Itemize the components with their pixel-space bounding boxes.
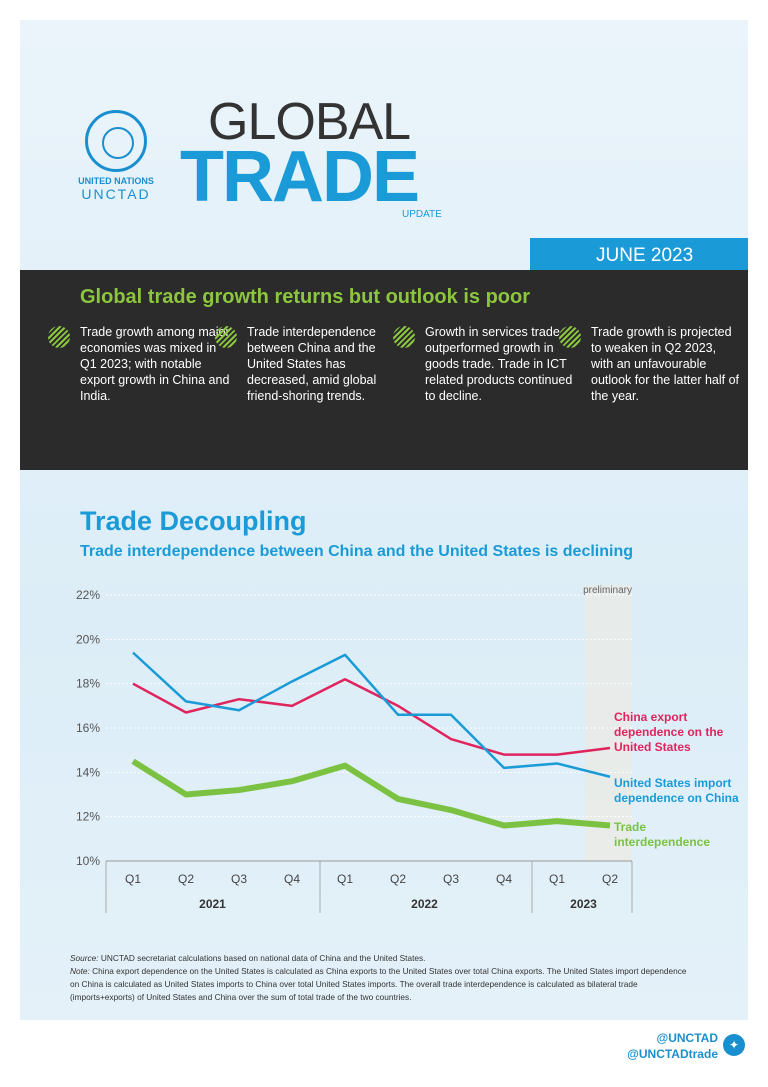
globe-bullet-icon — [393, 326, 415, 348]
x-tick-label: Q4 — [496, 872, 512, 886]
preliminary-shade — [585, 585, 632, 861]
title-update: UPDATE — [402, 209, 442, 220]
highlight-item: Trade interdependence between China and … — [215, 324, 397, 404]
x-tick-label: Q3 — [231, 872, 247, 886]
x-tick-label: Q2 — [602, 872, 618, 886]
social-handles: @UNCTAD @UNCTADtrade — [627, 1030, 718, 1062]
series-line — [132, 651, 611, 778]
series-label: Trade interdependence — [614, 820, 710, 849]
org-acronym: UNCTAD — [81, 186, 151, 202]
globe-bullet-icon — [559, 326, 581, 348]
year-label: 2022 — [411, 897, 438, 911]
twitter-handle[interactable]: @UNCTAD — [656, 1031, 718, 1045]
highlight-item: Trade growth is projected to weaken in Q… — [559, 324, 741, 404]
section-subtitle: Trade interdependence between China and … — [80, 543, 633, 560]
x-tick-label: Q2 — [178, 872, 194, 886]
globe-bullet-icon — [48, 326, 70, 348]
title-trade: TRADE — [180, 137, 420, 217]
x-tick-label: Q3 — [443, 872, 459, 886]
series-label: United States import dependence on China — [614, 776, 739, 805]
chart-notes: Source: UNCTAD secretariat calculations … — [70, 952, 690, 1004]
highlights-panel: Global trade growth returns but outlook … — [20, 270, 748, 470]
line-chart: preliminary 10% 12% 14% 16% 18% 20% 22% Q1 Q2 Q3 Q4… — [76, 585, 739, 913]
highlight-item: Growth in services trade outperformed gr… — [393, 324, 575, 404]
highlight-text: Trade growth is projected to weaken in Q… — [591, 325, 740, 403]
series-label: China export dependence on the United Stat… — [614, 710, 724, 754]
y-tick-label: 16% — [76, 721, 100, 735]
y-tick-label: 22% — [76, 588, 100, 602]
y-tick-label: 12% — [76, 810, 100, 824]
highlight-item: Trade growth among major economies was m… — [48, 324, 230, 404]
source-label: Source: — [70, 953, 99, 963]
x-tick-label: Q4 — [284, 872, 300, 886]
x-tick-label: Q1 — [125, 872, 141, 886]
note-text: China export dependence on the United St… — [70, 966, 687, 1002]
twitter-icon[interactable]: ✦ — [723, 1034, 745, 1056]
highlight-text: Growth in services trade outperformed gr… — [425, 325, 573, 403]
x-tick-label: Q1 — [549, 872, 565, 886]
y-tick-label: 18% — [76, 677, 100, 691]
series-line — [131, 758, 611, 829]
x-tick-label: Q2 — [390, 872, 406, 886]
y-tick-label: 20% — [76, 632, 100, 646]
year-label: 2021 — [199, 897, 226, 911]
org-name: UNITED NATIONS — [78, 176, 154, 186]
series-line — [132, 677, 611, 756]
section-title: Trade Decoupling — [80, 506, 307, 536]
x-tick-label: Q1 — [337, 872, 353, 886]
un-emblem-icon — [85, 110, 147, 172]
globe-bullet-icon — [215, 326, 237, 348]
title-global: GLOBAL — [208, 93, 411, 151]
preliminary-label: preliminary — [583, 585, 632, 596]
y-tick-label: 10% — [76, 854, 100, 868]
highlight-text: Trade growth among major economies was m… — [80, 325, 230, 403]
year-label: 2023 — [570, 897, 597, 911]
note-label: Note: — [70, 966, 90, 976]
twitter-handle[interactable]: @UNCTADtrade — [627, 1047, 718, 1061]
y-tick-label: 14% — [76, 765, 100, 779]
un-logo: UNITED NATIONS UNCTAD — [78, 110, 154, 202]
highlights-title: Global trade growth returns but outlook … — [80, 286, 530, 308]
highlight-text: Trade interdependence between China and … — [247, 325, 377, 403]
issue-date: JUNE 2023 — [530, 238, 748, 271]
source-text: UNCTAD secretariat calculations based on… — [100, 953, 426, 963]
